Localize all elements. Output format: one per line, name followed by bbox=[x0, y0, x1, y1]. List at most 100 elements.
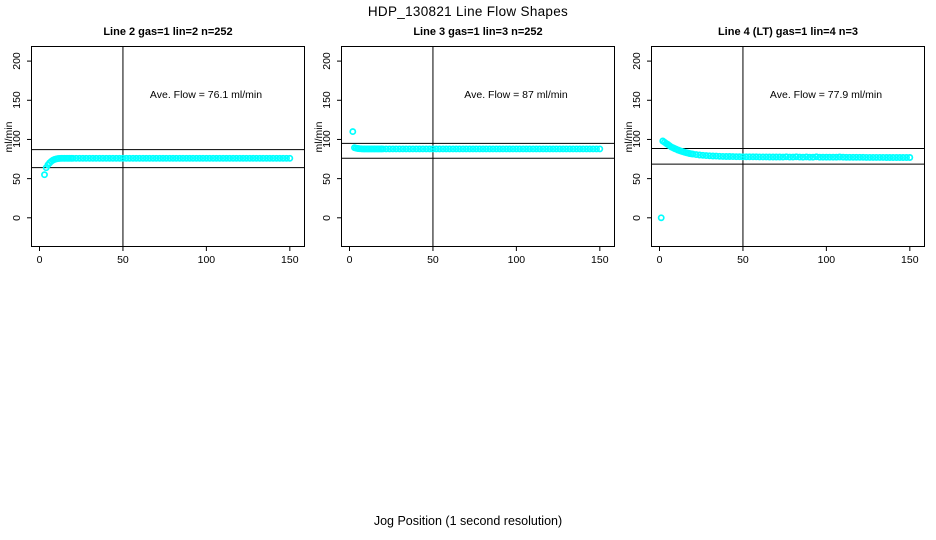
data-point bbox=[569, 145, 577, 153]
data-point bbox=[809, 153, 817, 161]
data-point bbox=[182, 154, 190, 162]
data-point bbox=[259, 154, 267, 162]
data-point bbox=[866, 153, 874, 161]
data-point bbox=[409, 145, 417, 153]
data-point bbox=[252, 154, 260, 162]
ave-flow-annotation-line3: Ave. Flow = 87 ml/min bbox=[464, 89, 568, 101]
data-point bbox=[236, 154, 244, 162]
data-point bbox=[696, 151, 704, 159]
data-point bbox=[542, 145, 550, 153]
data-point bbox=[462, 145, 470, 153]
data-point bbox=[226, 154, 234, 162]
data-point bbox=[722, 153, 730, 160]
data-point bbox=[769, 153, 777, 161]
data-point bbox=[829, 153, 837, 161]
data-point bbox=[466, 145, 474, 153]
y-tick-label: 50 bbox=[11, 172, 23, 185]
data-point bbox=[109, 154, 117, 162]
data-point bbox=[849, 153, 857, 161]
data-point bbox=[579, 145, 587, 153]
y-tick-label: 50 bbox=[631, 172, 643, 185]
data-point bbox=[159, 154, 167, 162]
data-points-series bbox=[657, 137, 914, 222]
data-point bbox=[702, 152, 710, 160]
data-point bbox=[179, 154, 187, 162]
y-tick-label: 200 bbox=[321, 52, 333, 70]
data-point bbox=[256, 154, 264, 162]
data-point bbox=[79, 154, 87, 162]
data-point bbox=[476, 145, 484, 153]
data-point bbox=[879, 153, 887, 161]
data-point bbox=[756, 153, 764, 161]
data-point bbox=[249, 154, 257, 162]
y-tick-label: 0 bbox=[11, 214, 23, 221]
data-point bbox=[709, 152, 717, 160]
data-point bbox=[139, 154, 147, 162]
data-point bbox=[549, 145, 557, 153]
data-point bbox=[212, 154, 220, 162]
y-tick-label: 0 bbox=[631, 214, 643, 221]
x-tick-label: 50 bbox=[427, 254, 439, 266]
data-point bbox=[899, 154, 907, 161]
data-point bbox=[69, 154, 77, 162]
data-point bbox=[389, 145, 397, 153]
data-point bbox=[903, 154, 910, 161]
data-point bbox=[746, 153, 754, 161]
data-point bbox=[806, 153, 814, 161]
data-point bbox=[102, 154, 110, 162]
data-point bbox=[263, 154, 270, 162]
data-point bbox=[502, 145, 510, 153]
data-point bbox=[826, 153, 834, 161]
data-point bbox=[589, 145, 597, 153]
data-point bbox=[229, 154, 237, 162]
data-point bbox=[246, 154, 254, 162]
data-point bbox=[349, 128, 357, 136]
data-point bbox=[496, 145, 504, 153]
plot-panel-line2: Line 2 gas=1 lin=2 n=252 ml/min Ave. Flo… bbox=[3, 26, 305, 266]
data-point bbox=[436, 145, 444, 153]
data-point bbox=[192, 154, 200, 162]
data-point bbox=[893, 154, 900, 161]
data-point bbox=[41, 171, 48, 179]
data-point bbox=[862, 153, 870, 161]
data-point bbox=[886, 154, 894, 161]
data-point bbox=[706, 152, 714, 160]
data-point bbox=[852, 153, 860, 161]
data-point bbox=[576, 145, 584, 153]
x-tick-label: 0 bbox=[36, 254, 43, 266]
data-point bbox=[232, 154, 240, 162]
data-point bbox=[269, 154, 277, 162]
data-point bbox=[449, 145, 457, 153]
data-point bbox=[129, 154, 137, 162]
data-point bbox=[836, 153, 844, 161]
data-point bbox=[486, 145, 494, 153]
data-point bbox=[799, 153, 807, 161]
data-point bbox=[766, 153, 774, 161]
data-point bbox=[782, 153, 790, 161]
data-point bbox=[419, 145, 427, 153]
chart-title: HDP_130821 Line Flow Shapes bbox=[367, 4, 569, 19]
data-point bbox=[222, 154, 230, 162]
data-point bbox=[736, 153, 744, 161]
data-point bbox=[562, 145, 570, 153]
x-tick-label: 50 bbox=[117, 254, 129, 266]
y-tick-label: 150 bbox=[631, 91, 643, 110]
x-tick-label: 100 bbox=[507, 254, 526, 266]
data-point bbox=[89, 154, 97, 162]
data-point bbox=[906, 154, 914, 161]
data-point bbox=[189, 154, 197, 162]
data-point bbox=[82, 154, 90, 162]
data-point bbox=[266, 154, 274, 162]
data-point bbox=[126, 154, 134, 162]
data-point bbox=[872, 153, 880, 161]
data-point bbox=[196, 154, 204, 162]
data-point bbox=[896, 154, 904, 161]
plot-panel-line3: Line 3 gas=1 lin=3 n=252 ml/min Ave. Flo… bbox=[313, 26, 615, 266]
data-point bbox=[96, 154, 104, 162]
data-point bbox=[186, 154, 194, 162]
y-tick-label: 150 bbox=[321, 91, 333, 110]
panel-title-line3: Line 3 gas=1 lin=3 n=252 bbox=[413, 26, 543, 38]
data-point bbox=[742, 153, 750, 161]
data-point bbox=[822, 153, 830, 161]
